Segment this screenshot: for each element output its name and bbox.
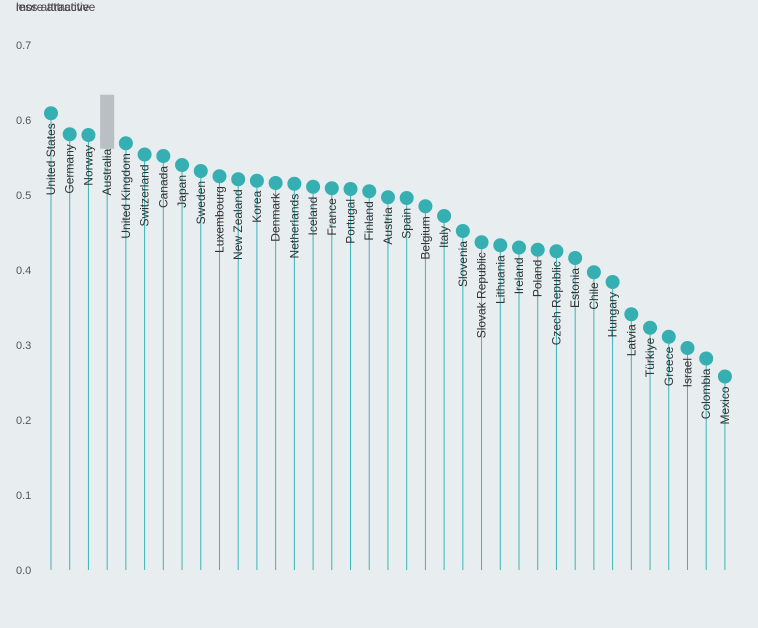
country-label: Lithuania: [493, 255, 507, 304]
country-label: Norway: [81, 145, 95, 186]
y-tick-label: 0.7: [16, 40, 31, 52]
data-point: [249, 173, 264, 188]
country-label: Belgium: [418, 216, 432, 259]
data-point: [343, 182, 358, 196]
data-point: [81, 128, 96, 142]
country-label: Iceland: [306, 197, 320, 236]
data-point: [156, 149, 171, 163]
data-point: [699, 351, 714, 366]
data-point: [530, 242, 545, 257]
country-label: Greece: [662, 346, 676, 386]
data-point: [568, 251, 583, 265]
country-label: Canada: [156, 166, 170, 208]
country-label: Spain: [400, 208, 414, 239]
data-point: [175, 158, 190, 172]
data-point: [399, 191, 414, 205]
data-point: [680, 341, 695, 355]
country-label: Hungary: [606, 292, 620, 337]
more-attractive-label: more attractive: [16, 0, 96, 14]
country-label: Finland: [362, 201, 376, 240]
data-point: [455, 224, 470, 238]
country-label: Mexico: [718, 386, 732, 424]
country-label: Sweden: [194, 181, 208, 224]
y-tick-label: 0.6: [16, 115, 31, 127]
y-tick-label: 0.1: [16, 490, 31, 502]
country-label: Poland: [531, 260, 545, 297]
highlight-box: [100, 94, 115, 149]
data-point: [512, 240, 526, 255]
country-label: New Zealand: [231, 189, 245, 260]
data-point: [118, 136, 133, 151]
country-label: Australia: [100, 148, 114, 195]
data-point: [231, 172, 246, 187]
data-point: [193, 164, 208, 178]
data-point: [717, 369, 732, 384]
country-label: Luxembourg: [212, 186, 226, 253]
data-point: [62, 127, 77, 142]
country-label: United Kingdom: [119, 153, 133, 238]
y-tick-label: 0.0: [16, 565, 31, 577]
y-tick-label: 0.3: [16, 340, 31, 352]
data-point: [437, 209, 452, 223]
country-label: Ireland: [512, 258, 526, 295]
country-label: Korea: [250, 190, 264, 222]
country-label: Estonia: [568, 268, 582, 308]
country-label: Netherlands: [287, 194, 301, 259]
country-label: France: [325, 198, 339, 236]
data-point: [605, 275, 620, 289]
data-point: [324, 181, 339, 196]
data-point: [362, 184, 377, 199]
data-point: [474, 235, 489, 250]
country-label: Denmark: [269, 192, 283, 242]
country-label: Portugal: [344, 199, 358, 244]
data-point: [306, 179, 321, 194]
data-point: [380, 190, 395, 205]
y-tick-label: 0.5: [16, 190, 31, 202]
country-label: United States: [44, 123, 58, 195]
country-label: Germany: [63, 144, 77, 193]
country-label: Israel: [680, 358, 694, 387]
data-point: [624, 307, 639, 322]
country-label: Slovenia: [456, 241, 470, 287]
country-label: Slovak Republic: [475, 252, 489, 338]
country-label: Austria: [381, 207, 395, 245]
country-label: Latvia: [624, 324, 638, 356]
country-label: Colombia: [699, 368, 713, 419]
data-point: [268, 176, 283, 190]
data-point: [493, 238, 508, 253]
data-point: [287, 176, 302, 191]
country-label: Japan: [175, 175, 189, 208]
data-point: [137, 147, 152, 162]
y-tick-label: 0.2: [16, 415, 31, 427]
data-point: [44, 106, 58, 121]
country-label: Czech Republic: [549, 261, 563, 345]
data-point: [643, 320, 658, 335]
country-label: Türkiye: [643, 337, 657, 377]
country-label: Switzerland: [138, 165, 152, 227]
data-point: [418, 199, 433, 214]
data-point: [212, 169, 227, 184]
data-point: [586, 265, 601, 280]
data-point: [549, 244, 564, 259]
country-label: Chile: [587, 282, 601, 310]
y-tick-label: 0.4: [16, 265, 31, 277]
country-label: Italy: [437, 226, 451, 248]
data-point: [661, 329, 676, 344]
less-attractive-label: less attractive: [16, 0, 90, 14]
